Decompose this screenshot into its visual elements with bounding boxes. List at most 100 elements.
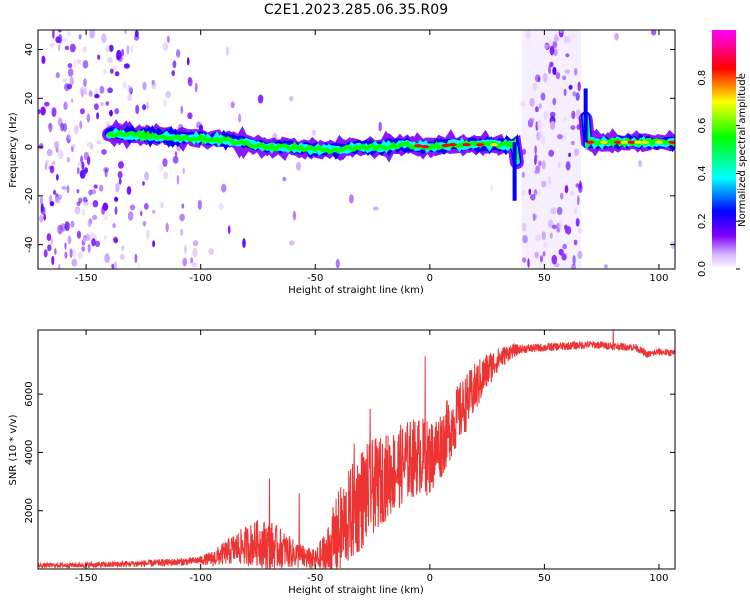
spectrogram-noise-blob (72, 248, 77, 258)
spectrogram-noise-blob (574, 68, 578, 76)
spectrogram-noise-blob (61, 185, 67, 190)
spectrogram-noise-blob (58, 44, 61, 52)
spectrogram-noise-blob (120, 245, 125, 251)
spectrogram-noise-blob (47, 244, 52, 252)
spectrogram-noise-blob (64, 45, 70, 51)
spectrogram-noise-blob (578, 183, 583, 194)
spectrogram-peak (462, 143, 471, 147)
spectrogram-noise-blob (80, 155, 83, 164)
spectrogram-noise-blob (82, 46, 88, 53)
spectrogram-noise-blob (197, 199, 202, 210)
spectrogram-noise-blob (40, 106, 46, 116)
spectrogram-noise-blob (94, 103, 99, 111)
snr-panel: -150 -100 -50 0 50 100 2000 4000 6000 Height of… (8, 329, 676, 596)
spectrogram-noise-blob (571, 33, 576, 38)
spectrogram-noise-blob (144, 171, 149, 181)
spectrogram-noise-blob (114, 206, 118, 215)
spectrogram-noise-blob (378, 121, 382, 132)
spectrogram-noise-blob (520, 100, 526, 107)
snr-y-tick-label: 2000 (24, 498, 35, 523)
spectrogram-noise-blob (142, 181, 145, 186)
spectrogram-noise-blob (82, 60, 89, 69)
spectrogram-noise-blob (530, 194, 536, 201)
spectrogram-noise-blob (570, 125, 576, 130)
spectrogram-noise-blob (50, 238, 54, 246)
spectrogram-noise-blob (529, 97, 535, 107)
spectrogram-noise-blob (521, 148, 527, 155)
spectrogram-noise-blob (107, 56, 113, 64)
spectrogram-x-ticks: -150 -100 -50 0 50 100 (75, 30, 669, 284)
spectrogram-noise-blob (142, 104, 147, 111)
spectrogram-noise-blob (187, 112, 193, 120)
spectrogram-noise-blob (242, 238, 246, 249)
spectrogram-noise-blob (521, 190, 526, 196)
spectrogram-noise-blob (114, 108, 120, 115)
spectrogram-noise-blob (135, 104, 140, 115)
spectrogram-noise-blob (107, 87, 113, 94)
spectrogram-noise-blob (551, 254, 558, 265)
spectrogram-noise-blob (572, 255, 576, 265)
spectrogram-noise-blob (179, 213, 185, 222)
spectrogram-noise-blob (49, 201, 55, 207)
spectrogram-noise-blob (99, 184, 104, 192)
spectrogram-noise-blob (557, 161, 561, 169)
spectrogram-noise-blob (52, 161, 56, 166)
spectrogram-peak (627, 140, 636, 144)
spectrogram-noise-blob (51, 255, 55, 266)
spectrogram-noise-blob (543, 111, 549, 120)
spectrogram-noise-blob (91, 238, 96, 247)
snr-y-ticks: 2000 4000 6000 (24, 381, 675, 523)
spectrogram-noise-blob (571, 263, 576, 269)
spectrogram-noise-blob (64, 221, 70, 232)
spectrogram-noise-blob (540, 92, 546, 101)
spectrogram-y-tick-label: 40 (24, 43, 35, 56)
spectrogram-y-ticks: -40 -20 0 20 40 (24, 43, 675, 253)
spectrogram-y-tick-label: -40 (24, 236, 35, 252)
spectrogram-noise-blob (152, 240, 156, 248)
spectrogram-noise-blob (127, 93, 132, 102)
spectrogram-noise-blob (541, 231, 546, 241)
spectrogram-noise-blob (226, 46, 229, 56)
spectrogram-noise-blob (549, 232, 553, 239)
spectrogram-noise-blob (557, 206, 563, 216)
spectrogram-noise-blob (79, 108, 85, 115)
spectrogram-noise-blob (562, 75, 567, 81)
spectrogram-noise-blob (558, 220, 564, 231)
spectrogram-peak (421, 145, 430, 149)
spectrogram-noise-blob (55, 72, 60, 79)
spectrogram-noise-blob (115, 182, 120, 193)
snr-frame (37, 329, 676, 570)
colorbar-tick-label: 0.0 (697, 261, 708, 277)
spectrogram-noise-blob (83, 78, 87, 88)
spectrogram-noise-blob (79, 86, 86, 96)
spectrogram-noise-blob (172, 60, 177, 69)
spectrogram-noise-blob (571, 110, 576, 120)
snr-x-tick-label: 100 (649, 573, 668, 584)
spectrogram-noise-blob (86, 141, 93, 148)
spectrogram-noise-blob (555, 72, 561, 80)
spectrogram-noise-blob (64, 242, 67, 250)
colorbar-tick-label: 0.8 (697, 70, 708, 86)
spectrogram-noise-blob (87, 243, 91, 253)
spectrogram-noise-blob (549, 61, 554, 68)
spectrogram-noise-blob (105, 101, 110, 106)
spectrogram-noise-blob (175, 49, 181, 58)
spectrogram-noise-blob (614, 32, 619, 41)
spectrogram-noise-blob (549, 45, 555, 56)
spectrogram-noise-blob (146, 101, 149, 110)
spectrogram-noise-blob (137, 263, 141, 269)
spectrogram-noise-blob (129, 204, 136, 211)
spectrogram-noise-blob (53, 190, 57, 195)
spectrogram-noise-blob (532, 82, 538, 91)
spectrogram-noise-blob (184, 244, 187, 254)
spectrogram-noise-blob (104, 253, 110, 264)
spectrogram-noise-blob (289, 95, 294, 102)
spectrogram-peak (620, 140, 629, 144)
spectrogram-noise-blob (63, 122, 68, 132)
spectrogram-noise-blob (577, 250, 583, 260)
spectrogram-noise-blob (542, 251, 546, 257)
spectrogram-frame (37, 29, 676, 270)
spectrogram-noise-blob (43, 213, 46, 221)
spectrogram-noise-blob (67, 63, 73, 69)
spectrogram-noise-blob (182, 257, 188, 267)
